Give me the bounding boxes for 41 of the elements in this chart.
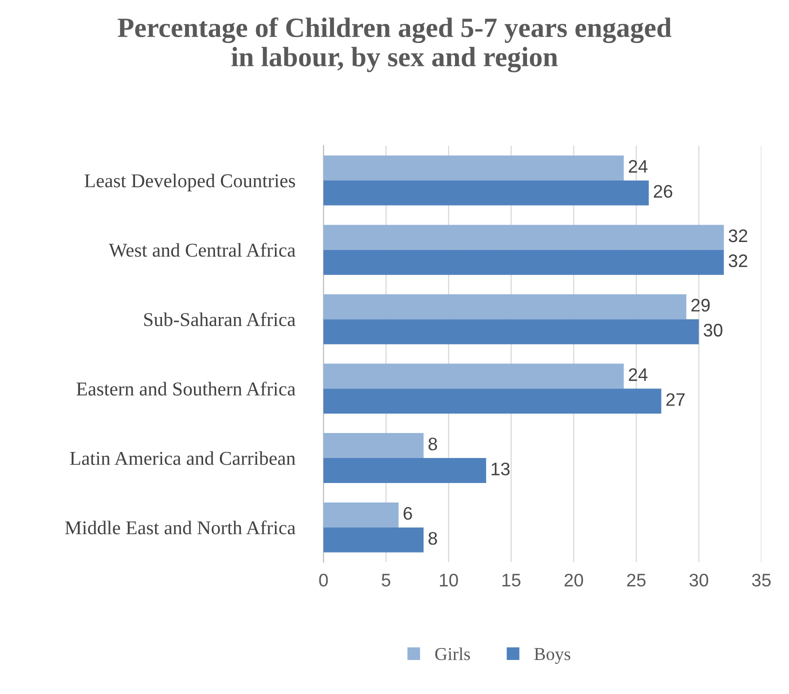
bar: [323, 294, 686, 320]
data-label: 27: [666, 393, 685, 406]
data-label: 30: [704, 324, 722, 337]
y-tick-label: Sub-Saharan Africa: [144, 312, 296, 326]
data-label: 32: [728, 229, 748, 242]
data-label: 6: [404, 507, 412, 520]
bar: [323, 527, 424, 552]
x-tick-label: 5: [382, 574, 390, 587]
bar: [323, 180, 649, 206]
bar: [323, 388, 662, 414]
data-label: 8: [428, 438, 438, 450]
x-tick-label: 35: [752, 574, 771, 587]
x-tick-label: 25: [627, 574, 646, 587]
y-tick-label: Middle East and North Africa: [65, 520, 296, 534]
x-tick-label: 20: [564, 574, 584, 587]
x-tick-label: 15: [502, 574, 520, 587]
y-tick-label: Least Developed Countries: [84, 174, 295, 192]
legend-label: Boys: [534, 648, 570, 664]
data-label: 29: [691, 298, 710, 312]
data-label: 26: [654, 184, 672, 198]
bar: [323, 319, 699, 344]
data-label: 24: [628, 160, 648, 173]
data-label: 13: [492, 462, 510, 476]
y-tick-label: Latin America and Carribean: [70, 451, 296, 465]
bar: [323, 250, 724, 275]
bar: [323, 502, 399, 528]
x-tick-label: 0: [319, 574, 328, 587]
bar: [323, 224, 724, 250]
bar: [323, 433, 424, 458]
x-tick-label: 30: [689, 574, 708, 587]
bar: [323, 364, 624, 389]
y-tick-label: Eastern and Southern Africa: [76, 382, 296, 396]
chart-title: Percentage of Children aged 5-7 years engaged in labour, by sex and region: [118, 17, 672, 72]
bar: [323, 458, 486, 484]
data-label: 24: [628, 368, 648, 381]
data-label: 8: [428, 532, 438, 545]
y-tick-label: West and Central Africa: [108, 242, 296, 257]
bar: [323, 155, 624, 180]
legend-label: Girls: [435, 647, 470, 660]
x-tick-label: 10: [440, 574, 458, 587]
data-label: 32: [728, 254, 748, 268]
